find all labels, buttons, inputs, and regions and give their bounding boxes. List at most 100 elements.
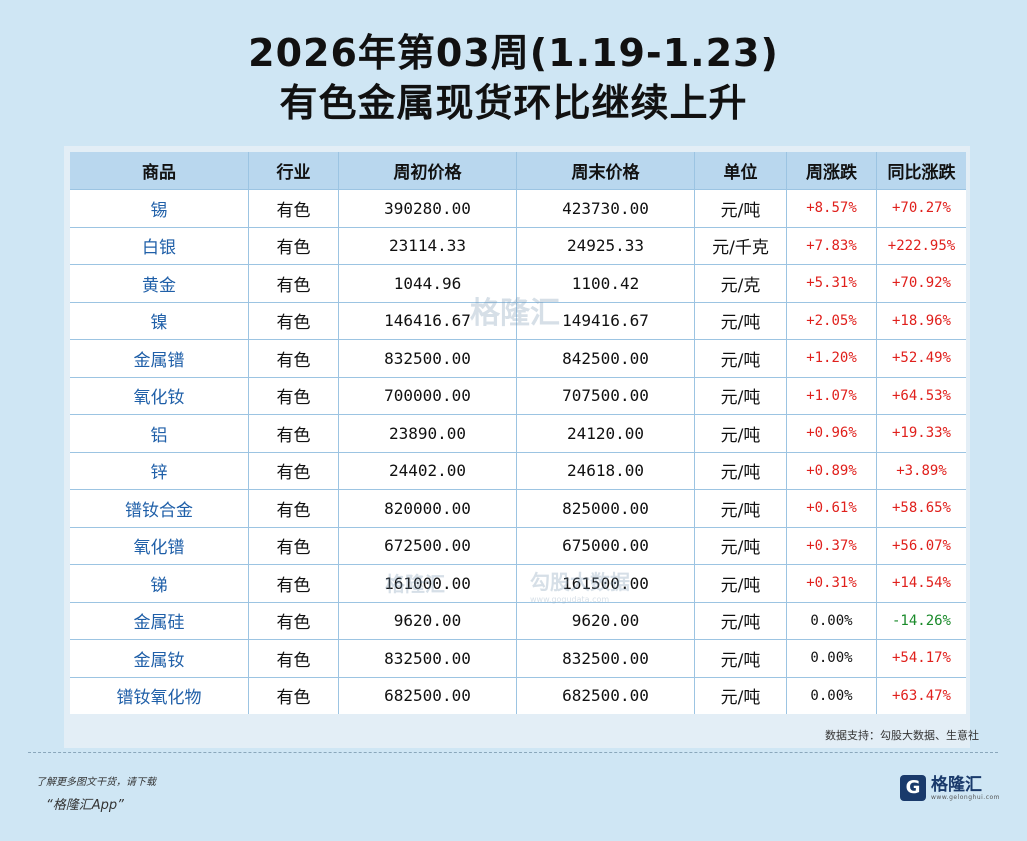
start-price-cell: 146416.67 (339, 302, 517, 340)
title-line-2: 有色金属现货环比继续上升 (279, 81, 748, 125)
industry-cell: 有色 (249, 640, 339, 678)
yoy-change-cell: +14.54% (877, 565, 966, 603)
table-row: 锌有色 24402.00 24618.00 元/吨 +0.89% +3.89% (70, 452, 966, 490)
week-change-cell: 0.00% (787, 640, 877, 678)
yoy-change-cell: +18.96% (877, 302, 966, 340)
watermark-gogu: 勾股大数据 www.gogudata.com (530, 566, 630, 604)
promo-text: 了解更多图文干货，请下载 (36, 777, 156, 788)
start-price-cell: 161000.00 (339, 565, 517, 603)
yoy-change-cell: +58.65% (877, 490, 966, 528)
watermark-glh-text: 格隆汇 (470, 296, 560, 331)
yoy-change-cell: +70.27% (877, 190, 966, 228)
industry-cell: 有色 (249, 527, 339, 565)
unit-cell: 元/克 (695, 265, 787, 303)
end-price-cell: 675000.00 (517, 527, 695, 565)
commodity-cell: 金属硅 (70, 602, 249, 640)
end-price-cell: 825000.00 (517, 490, 695, 528)
header-yoy-change: 同比涨跌 (877, 152, 966, 190)
industry-cell: 有色 (249, 490, 339, 528)
week-change-cell: +0.31% (787, 565, 877, 603)
table-row: 锑有色 161000.00 161500.00 元/吨 +0.31% +14.54% (70, 565, 966, 603)
commodity-cell: 氧化钕 (70, 377, 249, 415)
industry-cell: 有色 (249, 602, 339, 640)
table-row: 氧化镨 有色 672500.00 675000.00 元/吨 +0.37% +56.07% (70, 527, 966, 565)
unit-cell: 元/吨 (695, 452, 787, 490)
yoy-change-cell: +56.07% (877, 527, 966, 565)
table-row: 铝有色 23890.00 24120.00 元/吨 +0.96% +19.33% (70, 415, 966, 453)
industry-cell: 有色 (249, 340, 339, 378)
unit-cell: 元/吨 (695, 340, 787, 378)
watermark-gogu-text: 勾股大数据 (530, 570, 630, 594)
table-row: 黄金 有色 1044.96 1100.42 元/克 +5.31% +70.92% (70, 265, 966, 303)
unit-cell: 元/吨 (695, 415, 787, 453)
watermark-glh-small: 格隆汇 (385, 572, 445, 596)
start-price-cell: 820000.00 (339, 490, 517, 528)
end-price-cell: 24925.33 (517, 227, 695, 265)
yoy-change-cell: +70.92% (877, 265, 966, 303)
industry-cell: 有色 (249, 190, 339, 228)
unit-cell: 元/吨 (695, 565, 787, 603)
start-price-cell: 700000.00 (339, 377, 517, 415)
watermark-logo: 格隆汇 (470, 288, 560, 332)
start-price-cell: 1044.96 (339, 265, 517, 303)
commodity-cell: 镍 (70, 302, 249, 340)
yoy-change-cell: +52.49% (877, 340, 966, 378)
week-change-cell: 0.00% (787, 602, 877, 640)
week-change-cell: +0.61% (787, 490, 877, 528)
week-change-cell: +5.31% (787, 265, 877, 303)
week-change-cell: +0.89% (787, 452, 877, 490)
unit-cell: 元/吨 (695, 602, 787, 640)
week-change-cell: 0.00% (787, 677, 877, 714)
end-price-cell: 707500.00 (517, 377, 695, 415)
commodity-cell: 氧化镨 (70, 527, 249, 565)
commodity-cell: 锡 (70, 190, 249, 228)
table-row: 锡有色 390280.00 423730.00 元/吨 +8.57% +70.27% (70, 190, 966, 228)
commodity-cell: 黄金 (70, 265, 249, 303)
table-row: 白银 有色 23114.33 24925.33 元/千克 +7.83% +222.95% (70, 227, 966, 265)
start-price-cell: 390280.00 (339, 190, 517, 228)
header-industry: 行业 (249, 152, 339, 190)
start-price-cell: 682500.00 (339, 677, 517, 714)
commodity-cell: 镨钕氧化物 (70, 677, 249, 714)
industry-cell: 有色 (249, 265, 339, 303)
industry-cell: 有色 (249, 415, 339, 453)
commodity-cell: 铝 (70, 415, 249, 453)
header-unit: 单位 (695, 152, 787, 190)
unit-cell: 元/千克 (695, 227, 787, 265)
header-end-price: 周末价格 (517, 152, 695, 190)
end-price-cell: 161500.00 (517, 565, 695, 603)
title-line-1: 2026年第03周(1.19-1.23) (248, 31, 779, 75)
week-change-cell: +1.20% (787, 340, 877, 378)
end-price-cell: 1100.42 (517, 265, 695, 303)
unit-cell: 元/吨 (695, 640, 787, 678)
logo-url: www.gelonghui.com (931, 793, 1001, 801)
yoy-change-cell: +222.95% (877, 227, 966, 265)
commodity-cell: 镨钕合金 (70, 490, 249, 528)
price-table: 商品 行业 周初价格 周末价格 单位 周涨跌 同比涨跌 锡有色 390280.00… (70, 152, 966, 714)
header-start-price: 周初价格 (339, 152, 517, 190)
unit-cell: 元/吨 (695, 527, 787, 565)
g-logo-icon: G (900, 775, 926, 801)
end-price-cell: 9620.00 (517, 602, 695, 640)
industry-cell: 有色 (249, 377, 339, 415)
week-change-cell: +2.05% (787, 302, 877, 340)
unit-cell: 元/吨 (695, 377, 787, 415)
unit-cell: 元/吨 (695, 677, 787, 714)
data-source: 数据支持：勾股大数据、生意社 (825, 729, 979, 742)
end-price-cell: 423730.00 (517, 190, 695, 228)
table-row: 金属钕 有色 832500.00 832500.00 元/吨 0.00% +54.17% (70, 640, 966, 678)
page-title: 2026年第03周(1.19-1.23) 有色金属现货环比继续上升 (0, 28, 1027, 128)
table-row: 金属硅 有色 9620.00 9620.00 元/吨 0.00% -14.26% (70, 602, 966, 640)
yoy-change-cell: -14.26% (877, 602, 966, 640)
unit-cell: 元/吨 (695, 302, 787, 340)
commodity-cell: 金属镨 (70, 340, 249, 378)
unit-cell: 元/吨 (695, 490, 787, 528)
industry-cell: 有色 (249, 302, 339, 340)
table-header-row: 商品 行业 周初价格 周末价格 单位 周涨跌 同比涨跌 (70, 152, 966, 190)
yoy-change-cell: +64.53% (877, 377, 966, 415)
commodity-cell: 白银 (70, 227, 249, 265)
start-price-cell: 23890.00 (339, 415, 517, 453)
yoy-change-cell: +54.17% (877, 640, 966, 678)
industry-cell: 有色 (249, 565, 339, 603)
commodity-cell: 锑 (70, 565, 249, 603)
